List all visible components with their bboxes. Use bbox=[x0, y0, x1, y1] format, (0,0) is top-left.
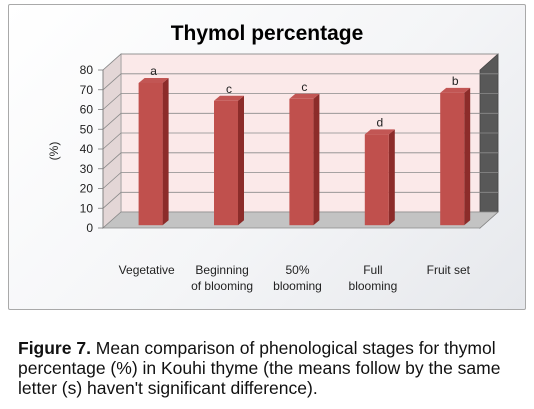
category-label: Fruit set bbox=[427, 263, 471, 277]
gridline bbox=[102, 53, 498, 71]
y-tick-label: 60 bbox=[80, 103, 94, 117]
bar bbox=[214, 100, 238, 226]
bar bbox=[364, 134, 389, 226]
significance-letter: c bbox=[301, 80, 307, 94]
bar bbox=[289, 98, 314, 226]
bar-top bbox=[289, 93, 320, 99]
bar-chart: 0 10 20 30 40 50 60 70 80 a c c d b Vegetative Beginnin… bbox=[47, 22, 500, 293]
bar-top bbox=[138, 78, 169, 83]
significance-letter: c bbox=[226, 82, 232, 96]
y-tick-label: 80 bbox=[80, 63, 94, 77]
gridline bbox=[102, 112, 498, 130]
bar-side bbox=[162, 78, 169, 226]
significance-letter: d bbox=[376, 115, 383, 129]
y-tick-label: 70 bbox=[80, 83, 94, 97]
y-tick-label: 50 bbox=[80, 122, 94, 136]
gridline bbox=[102, 73, 498, 91]
category-label: blooming bbox=[349, 279, 398, 293]
category-label: blooming bbox=[273, 279, 322, 293]
bar-side bbox=[464, 87, 471, 226]
y-tick-label: 0 bbox=[86, 221, 93, 235]
category-label: Full bbox=[363, 263, 382, 277]
figure-caption: Figure 7. Mean comparison of phenologica… bbox=[18, 338, 528, 398]
bar bbox=[440, 92, 465, 226]
significance-letter: b bbox=[452, 74, 459, 88]
y-tick-label: 20 bbox=[80, 182, 94, 196]
caption-text: Mean comparison of phenological stages f… bbox=[18, 338, 501, 398]
bar-side bbox=[238, 95, 244, 226]
chart-title: Thymol percentage bbox=[171, 22, 364, 45]
y-tick-label: 10 bbox=[80, 201, 94, 215]
significance-letter: a bbox=[150, 64, 157, 78]
category-label: Vegetative bbox=[119, 263, 175, 277]
bar-side bbox=[388, 129, 395, 226]
plot-right-wall bbox=[479, 53, 499, 229]
y-tick-label: 30 bbox=[80, 162, 94, 176]
gridline bbox=[102, 93, 498, 110]
y-tick-label: 40 bbox=[80, 142, 94, 156]
bar-top bbox=[214, 95, 244, 101]
y-axis-label: (%) bbox=[47, 142, 61, 161]
bar-top bbox=[364, 129, 395, 135]
category-label: of blooming bbox=[191, 279, 253, 293]
category-label: 50% bbox=[285, 263, 309, 277]
category-label: Beginning bbox=[195, 263, 248, 277]
bar bbox=[138, 83, 163, 226]
bar-top bbox=[440, 87, 471, 93]
caption-label: Figure 7. bbox=[18, 338, 91, 358]
bar-side bbox=[313, 93, 320, 226]
